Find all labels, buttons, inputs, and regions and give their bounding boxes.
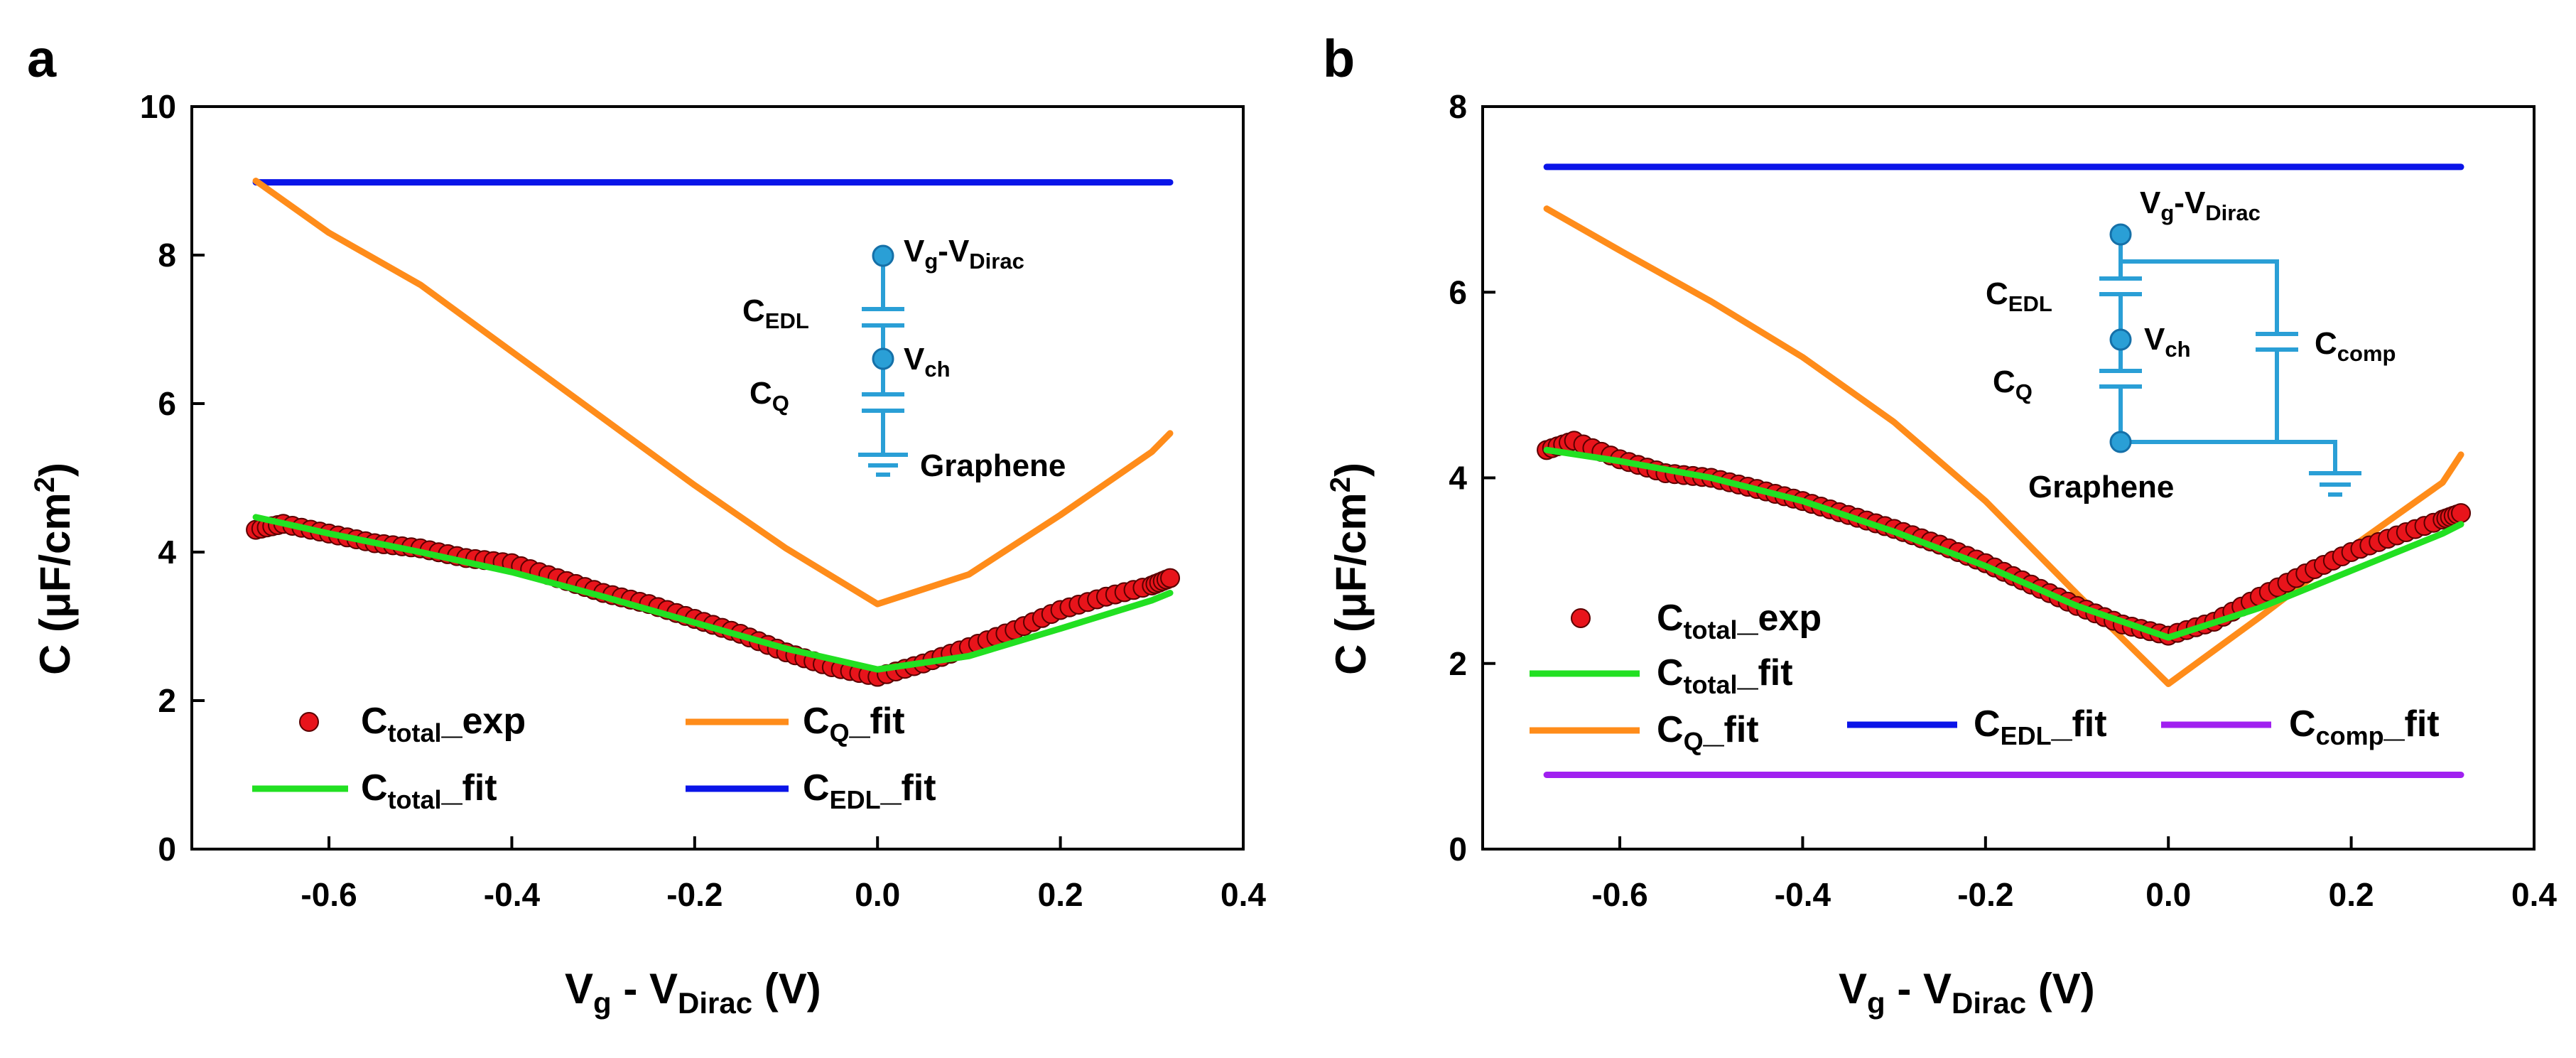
panel-b-series-c-total-fit <box>1543 446 2464 641</box>
panel-b-circuit-inset <box>2099 223 2361 497</box>
panel-a-circuit-gate-label: Vg-VDirac <box>904 234 1024 274</box>
panel-a-circuit-cedl-label: CEDL <box>742 293 809 333</box>
panel-a-y-tick-label: 0 <box>158 831 176 868</box>
panel-b-legend-q-fit-label: CQ_fit <box>1657 709 1759 756</box>
panel-b-legend-q-fit: CQ_fit <box>1530 709 1759 756</box>
panel-b-y-tick-label: 8 <box>1449 88 1467 125</box>
panel-a-label: a <box>27 29 57 88</box>
panel-b-circuit-wire-top-bus <box>2121 259 2279 334</box>
panel-a-y-tick-label: 4 <box>158 534 176 571</box>
panel-b-legend-total-fit-label: Ctotal_fit <box>1657 652 1793 699</box>
panel-b-x-tick-label: -0.6 <box>1591 876 1647 913</box>
panel-b-circuit-vch-label: Vch <box>2144 322 2191 362</box>
panel-a-series-c-total-exp <box>246 514 1181 687</box>
panel-a-series <box>246 178 1181 687</box>
panel-b-x-tick-label: 0.0 <box>2145 876 2191 913</box>
panel-b-x-axis-label: Vg - VDirac (V) <box>1839 965 2095 1020</box>
panel-a-y-ticks: 0 2 4 6 8 10 <box>140 88 205 868</box>
panel-b-circuit-wire-bottom-bus <box>2121 440 2337 473</box>
panel-b-y-axis-label: C (μF/cm2) <box>1325 463 1375 675</box>
panel-b-legend: Ctotal_exp Ctotal_fit CQ_fit CEDL_fit Cc… <box>1530 598 2440 756</box>
panel-a-node-gate <box>872 244 894 267</box>
panel-a-legend-q-fit: CQ_fit <box>686 701 905 747</box>
panel-b-node-channel <box>2109 328 2132 351</box>
panel-a-series-c-q-fit <box>252 178 1174 608</box>
panel-b-y-tick-label: 2 <box>1449 645 1467 682</box>
panel-b-circuit-cq-label: CQ <box>1993 365 2033 404</box>
panel-a-legend-edl-fit-label: CEDL_fit <box>803 767 936 814</box>
panel-b-circuit-graphene-label: Graphene <box>2028 470 2174 504</box>
panel-a-x-tick-label: -0.4 <box>484 876 541 913</box>
panel-b-series <box>1537 163 2472 778</box>
panel-a-x-tick-label: 0.4 <box>1221 876 1266 913</box>
panel-a: a 0 2 4 6 8 10 -0.6 -0.4 -0.2 0.0 0.2 0.4 Vg - VDi… <box>27 29 1266 1020</box>
panel-a-legend-q-fit-label: CQ_fit <box>803 701 905 747</box>
panel-a-x-axis-label: Vg - VDirac (V) <box>565 965 821 1020</box>
panel-b-exp-point <box>2451 503 2472 524</box>
panel-b-legend-edl-fit-label: CEDL_fit <box>1974 703 2107 750</box>
panel-a-x-tick-label: 0.2 <box>1038 876 1083 913</box>
panel-a-x-tick-label: -0.6 <box>301 876 357 913</box>
panel-b-y-tick-label: 6 <box>1449 274 1467 311</box>
panel-a-y-tick-label: 6 <box>158 385 176 422</box>
panel-b-legend-exp-label: Ctotal_exp <box>1657 598 1822 644</box>
panel-b-y-tick-label: 0 <box>1449 831 1467 868</box>
panel-b: b 0 2 4 6 8 -0.6 -0.4 -0.2 0.0 0.2 0.4 Vg - VDira… <box>1323 29 2557 1020</box>
panel-b-x-tick-label: -0.2 <box>1957 876 2013 913</box>
panel-b-node-gate <box>2109 223 2132 246</box>
panel-b-circuit-gate-label: Vg-VDirac <box>2140 185 2261 225</box>
panel-b-x-tick-label: 0.4 <box>2511 876 2557 913</box>
panel-a-x-tick-label: -0.2 <box>666 876 723 913</box>
panel-a-y-tick-label: 10 <box>140 88 176 125</box>
panel-b-legend-exp-marker <box>1571 608 1591 628</box>
panel-b-legend-exp: Ctotal_exp <box>1571 598 1822 644</box>
panel-b-legend-total-fit: Ctotal_fit <box>1530 652 1793 699</box>
panel-a-circuit-inset <box>858 244 908 477</box>
panel-b-legend-comp-fit-label: Ccomp_fit <box>2289 703 2440 750</box>
panel-a-legend-exp-label: Ctotal_exp <box>361 701 526 747</box>
panel-b-x-tick-label: -0.4 <box>1775 876 1831 913</box>
panel-a-y-axis-label: C (μF/cm2) <box>29 463 79 675</box>
panel-a-y-tick-label: 8 <box>158 237 176 274</box>
panel-a-legend-total-fit: Ctotal_fit <box>252 767 497 814</box>
panel-a-legend-exp-marker <box>299 712 319 732</box>
panel-a-x-ticks: -0.6 -0.4 -0.2 0.0 0.2 0.4 <box>301 836 1266 913</box>
panel-b-node-graphene <box>2109 431 2132 453</box>
panel-a-legend-total-fit-label: Ctotal_fit <box>361 767 497 814</box>
panel-b-x-ticks: -0.6 -0.4 -0.2 0.0 0.2 0.4 <box>1591 836 2557 913</box>
panel-a-y-tick-label: 2 <box>158 682 176 719</box>
panel-a-circuit-cq-label: CQ <box>749 376 789 416</box>
panel-a-circuit-graphene-label: Graphene <box>920 448 1066 483</box>
panel-b-circuit-cedl-label: CEDL <box>1986 276 2052 316</box>
panel-b-legend-edl-fit: CEDL_fit <box>1847 703 2107 750</box>
panel-a-exp-point <box>1160 568 1181 588</box>
panel-b-label: b <box>1323 29 1355 88</box>
panel-b-legend-comp-fit: Ccomp_fit <box>2161 703 2440 750</box>
panel-b-x-tick-label: 0.2 <box>2329 876 2374 913</box>
panel-b-y-tick-label: 4 <box>1449 460 1467 497</box>
panel-a-circuit-vch-label: Vch <box>904 342 951 382</box>
panel-a-x-tick-label: 0.0 <box>855 876 900 913</box>
panel-a-legend: Ctotal_exp Ctotal_fit CQ_fit CEDL_fit <box>252 701 936 814</box>
panel-a-plot-frame <box>190 105 1245 851</box>
panel-a-legend-exp: Ctotal_exp <box>299 701 526 747</box>
panel-a-series-c-total-fit <box>252 514 1174 673</box>
panel-a-node-channel <box>872 347 894 370</box>
panel-a-legend-edl-fit: CEDL_fit <box>686 767 936 814</box>
panel-b-y-ticks: 0 2 4 6 8 <box>1449 88 1495 868</box>
panel-b-circuit-ccomp-label: Ccomp <box>2315 326 2396 366</box>
